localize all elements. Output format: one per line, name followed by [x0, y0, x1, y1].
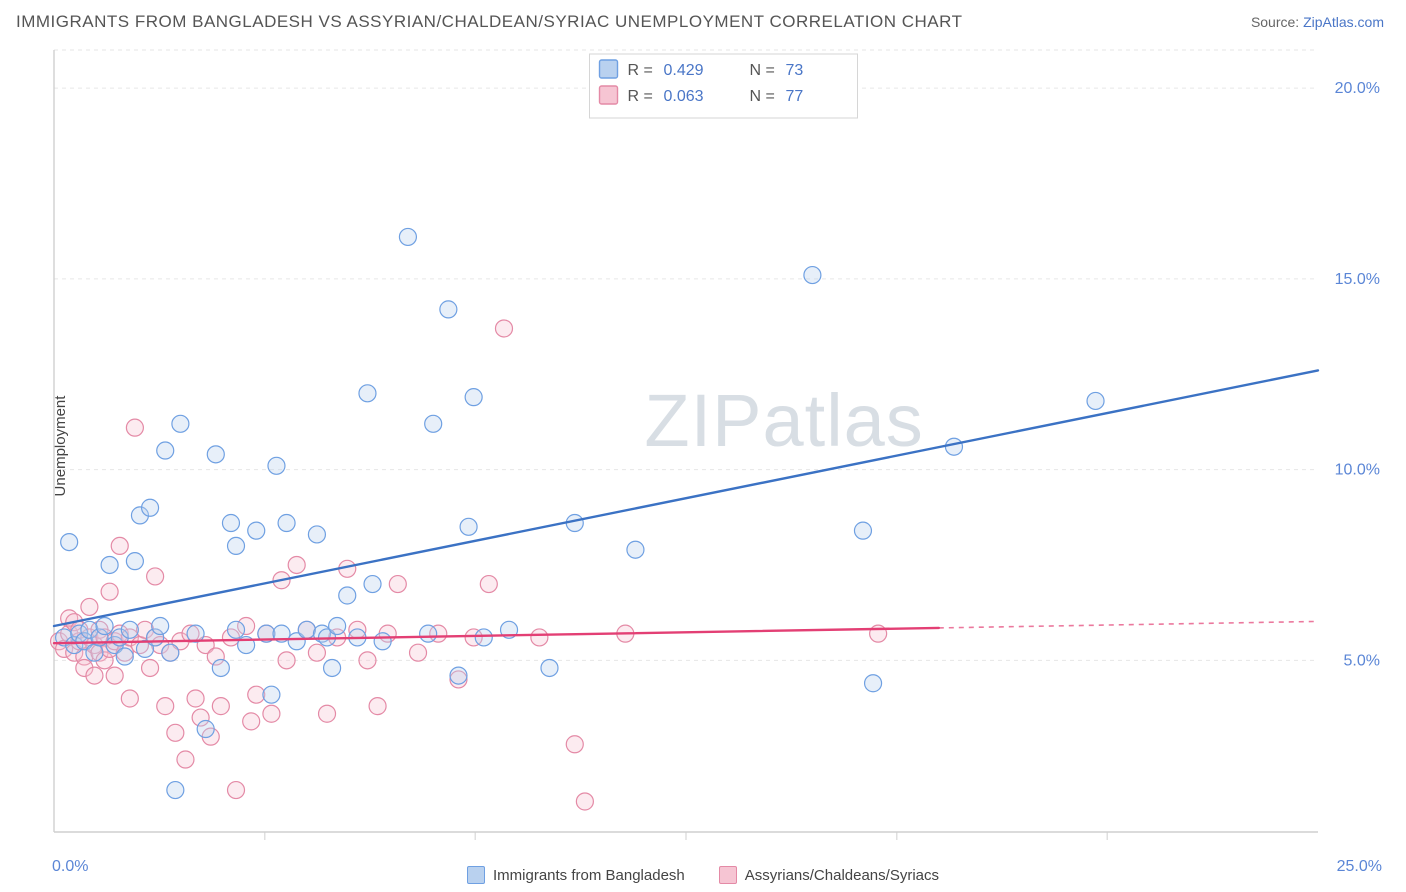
- plot-area: 5.0% 10.0% 15.0% 20.0% ZIPatlas R = 0.429 N = 73…: [46, 40, 1388, 852]
- source-attribution: Source: ZipAtlas.com: [1251, 14, 1384, 30]
- svg-text:N =: N =: [750, 62, 775, 79]
- svg-text:20.0%: 20.0%: [1335, 80, 1380, 97]
- bottom-legend: 0.0% Immigrants from Bangladesh Assyrian…: [0, 866, 1406, 884]
- source-prefix: Source:: [1251, 14, 1303, 30]
- chart-svg: 5.0% 10.0% 15.0% 20.0% ZIPatlas R = 0.429 N = 73…: [46, 40, 1388, 852]
- svg-text:73: 73: [786, 62, 804, 79]
- xaxis-tick-end: 25.0%: [1337, 858, 1382, 876]
- svg-text:10.0%: 10.0%: [1335, 462, 1380, 479]
- svg-text:77: 77: [786, 88, 804, 105]
- svg-text:0.429: 0.429: [664, 62, 704, 79]
- legend-item: Immigrants from Bangladesh: [467, 866, 685, 884]
- xaxis-tick-start: 0.0%: [52, 858, 88, 876]
- chart-title: IMMIGRANTS FROM BANGLADESH VS ASSYRIAN/C…: [16, 12, 963, 32]
- svg-text:5.0%: 5.0%: [1344, 652, 1380, 669]
- source-link[interactable]: ZipAtlas.com: [1303, 14, 1384, 30]
- legend-label: Immigrants from Bangladesh: [493, 867, 685, 884]
- svg-text:R =: R =: [628, 88, 653, 105]
- svg-text:ZIPatlas: ZIPatlas: [644, 379, 923, 462]
- svg-text:15.0%: 15.0%: [1335, 271, 1380, 288]
- svg-text:R =: R =: [628, 62, 653, 79]
- legend-item: Assyrians/Chaldeans/Syriacs: [719, 866, 939, 884]
- svg-text:N =: N =: [750, 88, 775, 105]
- legend-swatch-bangladesh: [467, 866, 485, 884]
- legend-label: Assyrians/Chaldeans/Syriacs: [745, 867, 939, 884]
- svg-text:0.063: 0.063: [664, 88, 704, 105]
- legend-swatch-assyrians: [719, 866, 737, 884]
